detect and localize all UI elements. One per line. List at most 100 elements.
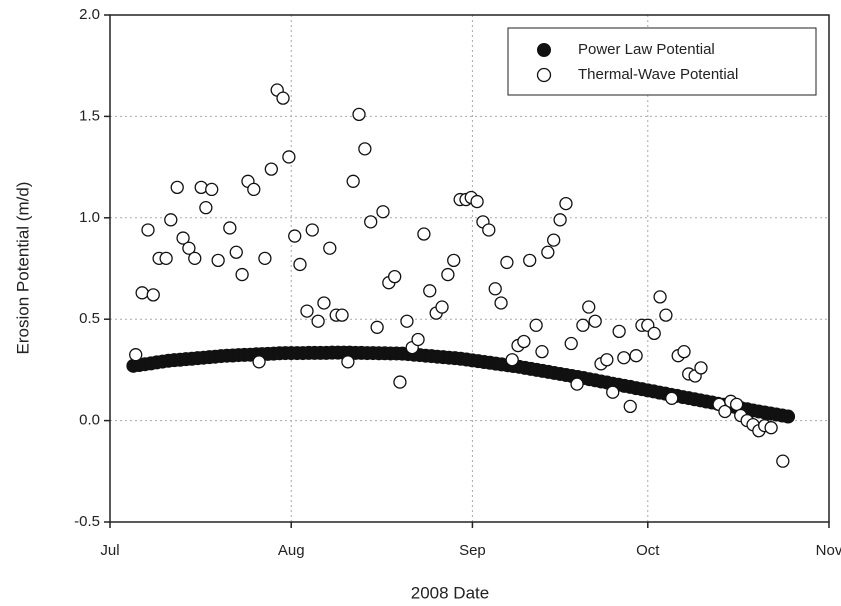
data-point	[282, 150, 296, 164]
data-point	[718, 404, 732, 419]
data-point	[176, 231, 190, 245]
legend-marker	[537, 43, 551, 57]
data-point	[229, 245, 243, 259]
data-point	[612, 324, 626, 339]
data-point	[447, 253, 461, 268]
data-point	[677, 344, 691, 359]
data-point	[435, 300, 449, 314]
y-axis-label: Erosion Potential (m/d)	[13, 182, 32, 355]
data-point	[500, 255, 514, 270]
data-point	[376, 205, 390, 219]
legend-label: Power Law Potential	[578, 41, 715, 58]
data-point	[764, 421, 778, 435]
data-point	[141, 223, 155, 237]
data-point	[617, 351, 631, 365]
data-point	[346, 174, 360, 188]
data-point	[523, 253, 537, 268]
data-point	[606, 385, 620, 399]
data-point	[211, 253, 225, 268]
data-point	[364, 215, 378, 229]
x-tick-label: Nov	[816, 542, 841, 559]
data-point	[694, 361, 708, 375]
data-point	[164, 213, 178, 227]
legend-box	[507, 27, 817, 96]
data-point	[488, 282, 502, 296]
data-point	[370, 320, 384, 334]
data-point	[129, 348, 143, 362]
data-point	[505, 353, 519, 367]
data-point	[235, 267, 249, 282]
data-point	[623, 399, 637, 414]
x-tick-label: Oct	[636, 542, 660, 559]
data-point	[665, 391, 679, 405]
plot-frame	[109, 14, 830, 523]
data-point	[647, 326, 661, 341]
data-point	[400, 314, 414, 328]
data-point	[247, 182, 261, 197]
data-point	[535, 344, 549, 359]
data-point	[470, 194, 484, 209]
data-point	[570, 377, 584, 391]
data-point	[311, 314, 325, 328]
data-point	[517, 334, 531, 349]
data-point	[288, 229, 302, 243]
data-point	[317, 296, 331, 310]
data-point	[576, 318, 590, 332]
y-tick-label: -0.5	[74, 513, 100, 530]
data-point	[547, 233, 561, 247]
data-point	[352, 107, 366, 122]
data-point	[264, 162, 278, 176]
data-point	[423, 284, 437, 298]
x-tick-label: Sep	[459, 542, 486, 559]
data-point	[223, 221, 237, 235]
data-point	[411, 332, 425, 347]
data-point	[582, 300, 596, 314]
x-tick-label: Aug	[278, 542, 305, 559]
data-point	[335, 308, 349, 322]
data-point	[323, 241, 337, 255]
data-point	[729, 397, 744, 412]
data-point	[417, 227, 431, 241]
data-point	[781, 409, 796, 424]
data-point	[305, 223, 319, 237]
data-point	[170, 180, 184, 195]
y-tick-label: 2.0	[79, 6, 100, 23]
data-point	[393, 375, 407, 389]
legend-marker	[536, 67, 552, 83]
data-point	[252, 355, 266, 369]
data-point	[564, 336, 578, 351]
data-point	[629, 349, 643, 363]
data-point	[159, 251, 173, 266]
data-point	[541, 245, 555, 259]
data-point	[553, 213, 567, 227]
x-tick-label: Jul	[100, 542, 119, 559]
y-tick-label: 1.0	[79, 209, 100, 226]
data-point	[135, 286, 149, 300]
data-point	[529, 318, 543, 332]
y-tick-label: 1.5	[79, 107, 100, 124]
data-point	[559, 196, 573, 211]
data-point	[293, 257, 307, 272]
y-tick-label: 0.0	[79, 412, 100, 429]
x-axis-label: 2008 Date	[411, 583, 489, 602]
data-point	[182, 241, 196, 255]
data-point	[588, 314, 602, 328]
data-point	[776, 454, 790, 468]
data-point	[659, 308, 673, 322]
data-point	[205, 182, 219, 197]
data-point	[188, 251, 202, 266]
data-point	[653, 290, 667, 304]
data-point	[300, 304, 314, 318]
data-point	[494, 296, 508, 310]
data-point	[146, 288, 160, 302]
data-point	[276, 91, 290, 105]
data-point	[258, 251, 272, 266]
legend-label: Thermal-Wave Potential	[578, 66, 738, 83]
data-point	[358, 142, 372, 156]
data-point	[388, 269, 402, 284]
data-point	[441, 267, 455, 282]
data-point	[341, 355, 355, 369]
y-tick-label: 0.5	[79, 310, 100, 327]
data-point	[600, 353, 614, 367]
